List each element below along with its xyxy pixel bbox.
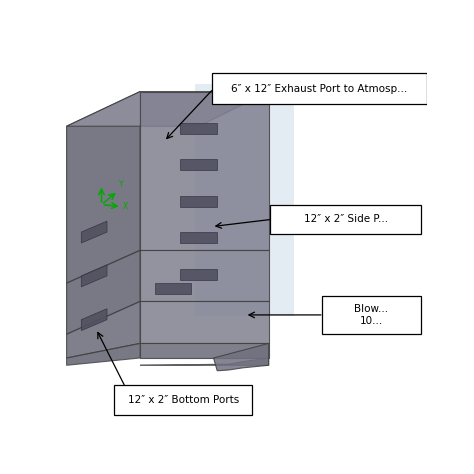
Polygon shape — [140, 358, 269, 365]
Text: 6″ x 12″ Exhaust Port to Atmosp...: 6″ x 12″ Exhaust Port to Atmosp... — [231, 84, 407, 94]
FancyBboxPatch shape — [271, 205, 421, 234]
Polygon shape — [195, 84, 294, 316]
Polygon shape — [181, 232, 217, 243]
Polygon shape — [66, 91, 269, 126]
Polygon shape — [155, 283, 191, 294]
Polygon shape — [181, 196, 217, 207]
FancyBboxPatch shape — [212, 73, 427, 104]
Text: Blow...
10...: Blow... 10... — [355, 304, 389, 326]
Text: 12″ x 2″ Bottom Ports: 12″ x 2″ Bottom Ports — [128, 395, 239, 405]
Polygon shape — [82, 309, 107, 331]
FancyBboxPatch shape — [322, 296, 421, 334]
Polygon shape — [213, 343, 269, 371]
Polygon shape — [140, 250, 269, 301]
Polygon shape — [66, 343, 140, 365]
Polygon shape — [181, 159, 217, 170]
Polygon shape — [66, 301, 140, 358]
Polygon shape — [181, 269, 217, 280]
Text: 12″ x 2″ Side P...: 12″ x 2″ Side P... — [304, 214, 388, 224]
Polygon shape — [66, 250, 140, 334]
Text: Y: Y — [119, 181, 124, 190]
FancyBboxPatch shape — [114, 385, 252, 415]
Polygon shape — [181, 123, 217, 134]
Polygon shape — [140, 91, 269, 250]
Polygon shape — [82, 221, 107, 243]
Polygon shape — [82, 265, 107, 287]
Polygon shape — [140, 343, 269, 358]
Polygon shape — [66, 91, 140, 283]
Polygon shape — [140, 301, 269, 343]
Text: X: X — [123, 202, 128, 211]
